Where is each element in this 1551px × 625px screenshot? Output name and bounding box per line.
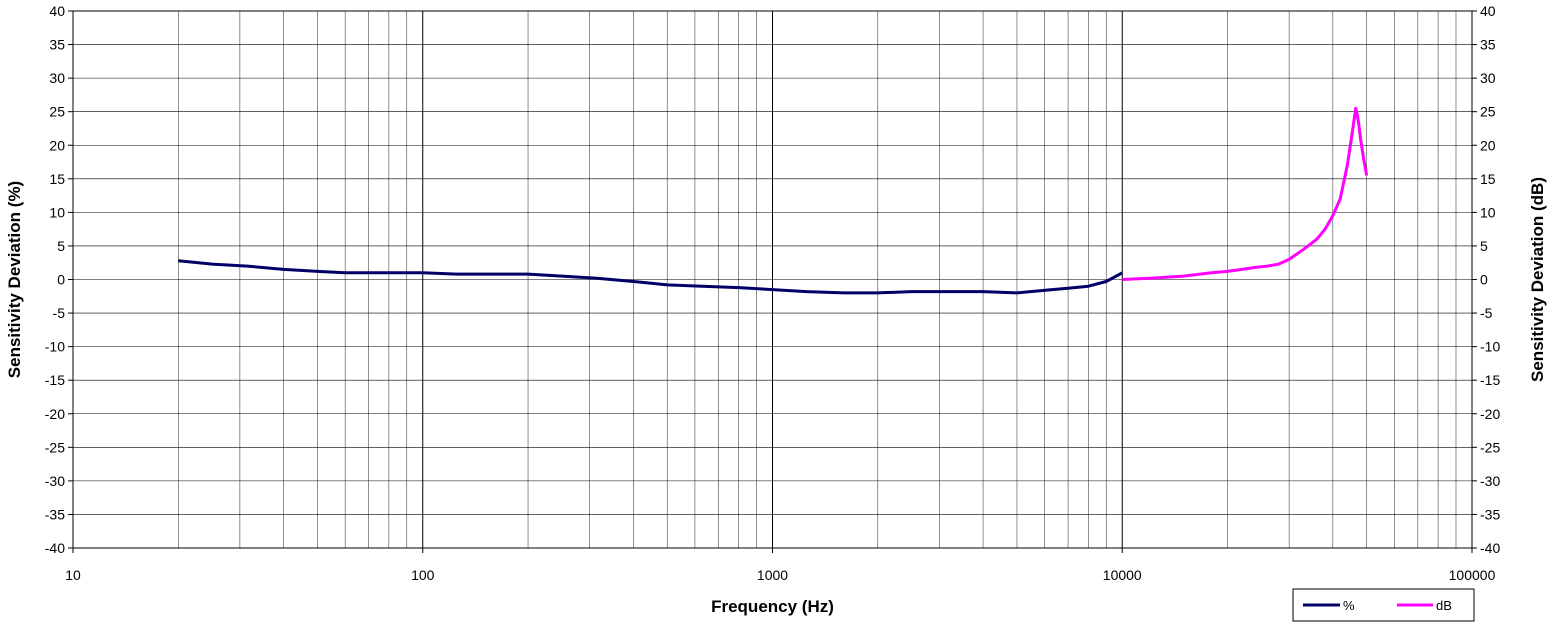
y-left-tick-label: -5 — [53, 305, 66, 321]
y-right-tick-label: 30 — [1480, 70, 1496, 86]
y-right-tick-label: 5 — [1480, 238, 1488, 254]
y-axis-right-ticks: 40 35 30 25 20 15 10 5 0 -5 -10 -15 -20 -25 -30 -35 -40 — [1472, 3, 1500, 556]
y-left-tick-label: -35 — [45, 506, 65, 522]
x-axis-ticks: 10 100 1000 10000 100000 — [65, 548, 1496, 583]
y-right-tick-label: 25 — [1480, 104, 1496, 120]
legend-label-percent: % — [1343, 598, 1355, 613]
x-tick-label: 100 — [411, 567, 435, 583]
legend: % dB — [1292, 588, 1475, 622]
y-axis-right-title: Sensitivity Deviation (dB) — [1528, 177, 1547, 382]
y-left-tick-label: 25 — [49, 104, 65, 120]
x-tick-label: 100000 — [1449, 567, 1496, 583]
y-axis-left-title: Sensitivity Deviation (%) — [5, 181, 24, 378]
y-left-tick-label: -10 — [45, 339, 65, 355]
y-right-tick-label: -25 — [1480, 439, 1500, 455]
x-axis-title: Frequency (Hz) — [711, 597, 834, 616]
y-left-tick-label: 20 — [49, 137, 65, 153]
y-left-tick-label: 5 — [57, 238, 65, 254]
series-line-db — [1122, 106, 1369, 281]
y-right-tick-label: -15 — [1480, 372, 1500, 388]
y-right-tick-label: 10 — [1480, 204, 1496, 220]
y-right-tick-label: -40 — [1480, 540, 1500, 556]
y-left-tick-label: 0 — [57, 272, 65, 288]
y-right-tick-label: -35 — [1480, 506, 1500, 522]
y-right-tick-label: 40 — [1480, 3, 1496, 19]
y-right-tick-label: 20 — [1480, 137, 1496, 153]
x-tick-label: 10 — [65, 567, 81, 583]
y-right-tick-label: -30 — [1480, 473, 1500, 489]
series-line-percent — [178, 259, 1124, 295]
x-tick-label: 1000 — [757, 567, 788, 583]
y-right-tick-label: 35 — [1480, 37, 1496, 53]
y-right-tick-label: -5 — [1480, 305, 1493, 321]
y-left-tick-label: 35 — [49, 37, 65, 53]
y-left-tick-label: -20 — [45, 406, 65, 422]
y-left-tick-label: 40 — [49, 3, 65, 19]
y-left-tick-label: 10 — [49, 204, 65, 220]
y-left-tick-label: -15 — [45, 372, 65, 388]
y-axis-left-ticks: 40 35 30 25 20 15 10 5 0 -5 -10 -15 -20 -25 -30 -35 -40 — [45, 3, 73, 556]
y-left-tick-label: -40 — [45, 540, 65, 556]
series-lines — [178, 106, 1369, 295]
legend-label-db: dB — [1436, 598, 1452, 613]
y-left-tick-label: -25 — [45, 439, 65, 455]
y-right-tick-label: -20 — [1480, 406, 1500, 422]
grid-lines — [72, 10, 1472, 549]
y-left-tick-label: 15 — [49, 171, 65, 187]
y-left-tick-label: 30 — [49, 70, 65, 86]
y-right-tick-label: 15 — [1480, 171, 1496, 187]
y-right-tick-label: 0 — [1480, 272, 1488, 288]
y-left-tick-label: -30 — [45, 473, 65, 489]
x-tick-label: 10000 — [1103, 567, 1142, 583]
y-right-tick-label: -10 — [1480, 339, 1500, 355]
